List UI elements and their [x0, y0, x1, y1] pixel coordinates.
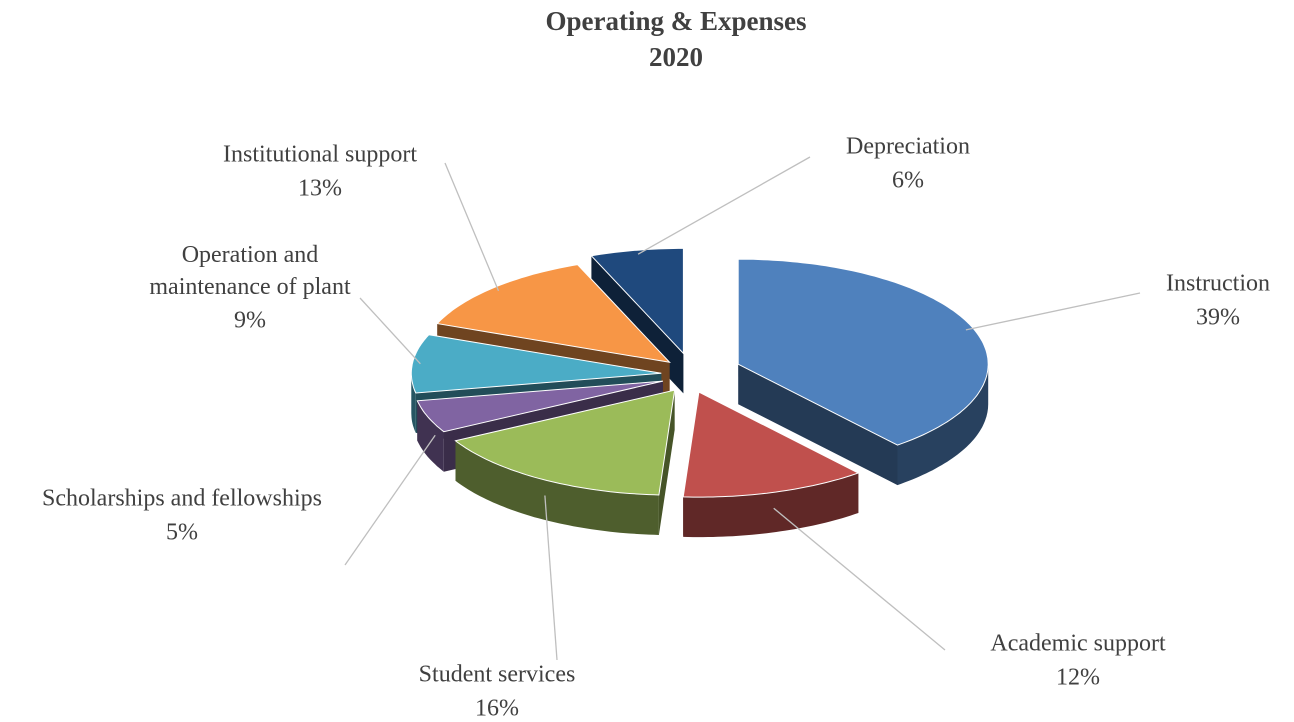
- leader-line: [359, 297, 421, 365]
- slice: [682, 391, 860, 498]
- slice: [590, 247, 684, 355]
- value-label: 39%: [1196, 305, 1240, 331]
- slice: [454, 389, 676, 496]
- value-label: 6%: [892, 168, 924, 194]
- slice-side: [683, 473, 859, 538]
- value-label: 12%: [1056, 665, 1100, 691]
- category-label: Student services: [419, 662, 576, 688]
- slice-side: [411, 373, 416, 433]
- slice: [410, 334, 662, 394]
- category-label: Depreciation: [846, 134, 970, 160]
- data-labels: Instruction 39% Academic support 12% Student…: [42, 134, 1270, 722]
- leader-line: [444, 162, 500, 292]
- leader-line: [965, 292, 1141, 331]
- category-label: Academic support: [990, 631, 1166, 657]
- slice-side: [417, 400, 444, 472]
- category-label: Operation and maintenance of plant: [149, 242, 351, 300]
- value-label: 16%: [475, 696, 519, 722]
- label-line: Operation and: [182, 242, 319, 268]
- value-label: 9%: [234, 308, 266, 334]
- leader-line: [544, 495, 558, 661]
- leader-line: [344, 434, 436, 566]
- category-label: Institutional support: [223, 142, 417, 168]
- chart-title: Operating & Expenses: [545, 6, 806, 36]
- leader-line: [637, 156, 811, 255]
- slice-side: [455, 440, 659, 535]
- chart-subtitle: 2020: [649, 42, 703, 72]
- category-label: Instruction: [1166, 271, 1270, 297]
- slice-tops: [410, 247, 989, 498]
- value-label: 5%: [166, 520, 198, 546]
- slice: [416, 380, 664, 433]
- value-label: 13%: [298, 176, 342, 202]
- slice: [436, 264, 671, 364]
- category-label: Scholarships and fellowships: [42, 486, 322, 512]
- leader-line: [773, 507, 946, 651]
- slice-edge: [738, 364, 898, 486]
- label-line: maintenance of plant: [149, 274, 351, 300]
